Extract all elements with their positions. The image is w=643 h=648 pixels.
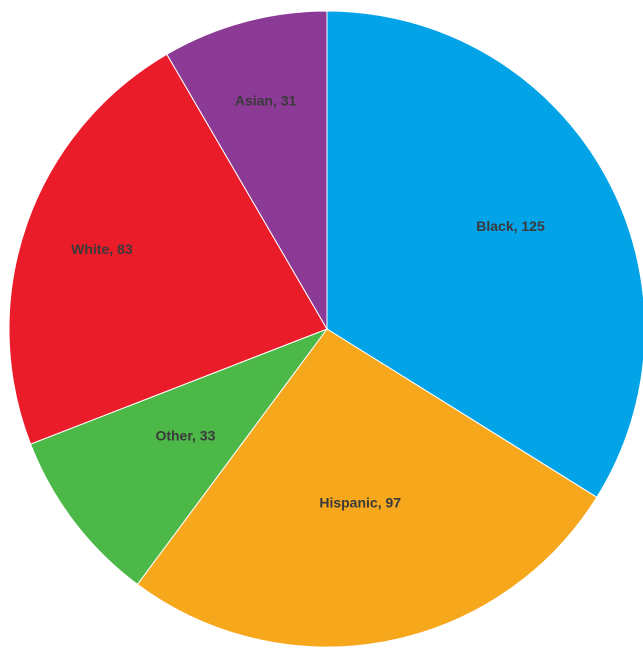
slice-label-black: Black, 125: [476, 218, 545, 234]
pie-slices: [8, 10, 643, 648]
slice-label-asian: Asian, 31: [235, 93, 297, 109]
slice-label-hispanic: Hispanic, 97: [319, 495, 401, 511]
pie-labels: Black, 125 Hispanic, 97 Other, 33 White, 83…: [71, 93, 545, 511]
pie-slice-black: [326, 10, 643, 498]
pie-slice-hispanic: [136, 328, 598, 648]
pie-slice-other: [29, 327, 329, 586]
pie-slice-asian: [166, 10, 328, 331]
slice-label-other: Other, 33: [155, 428, 215, 444]
pie-slice-white: [8, 53, 328, 445]
slice-label-white: White, 83: [71, 241, 133, 257]
